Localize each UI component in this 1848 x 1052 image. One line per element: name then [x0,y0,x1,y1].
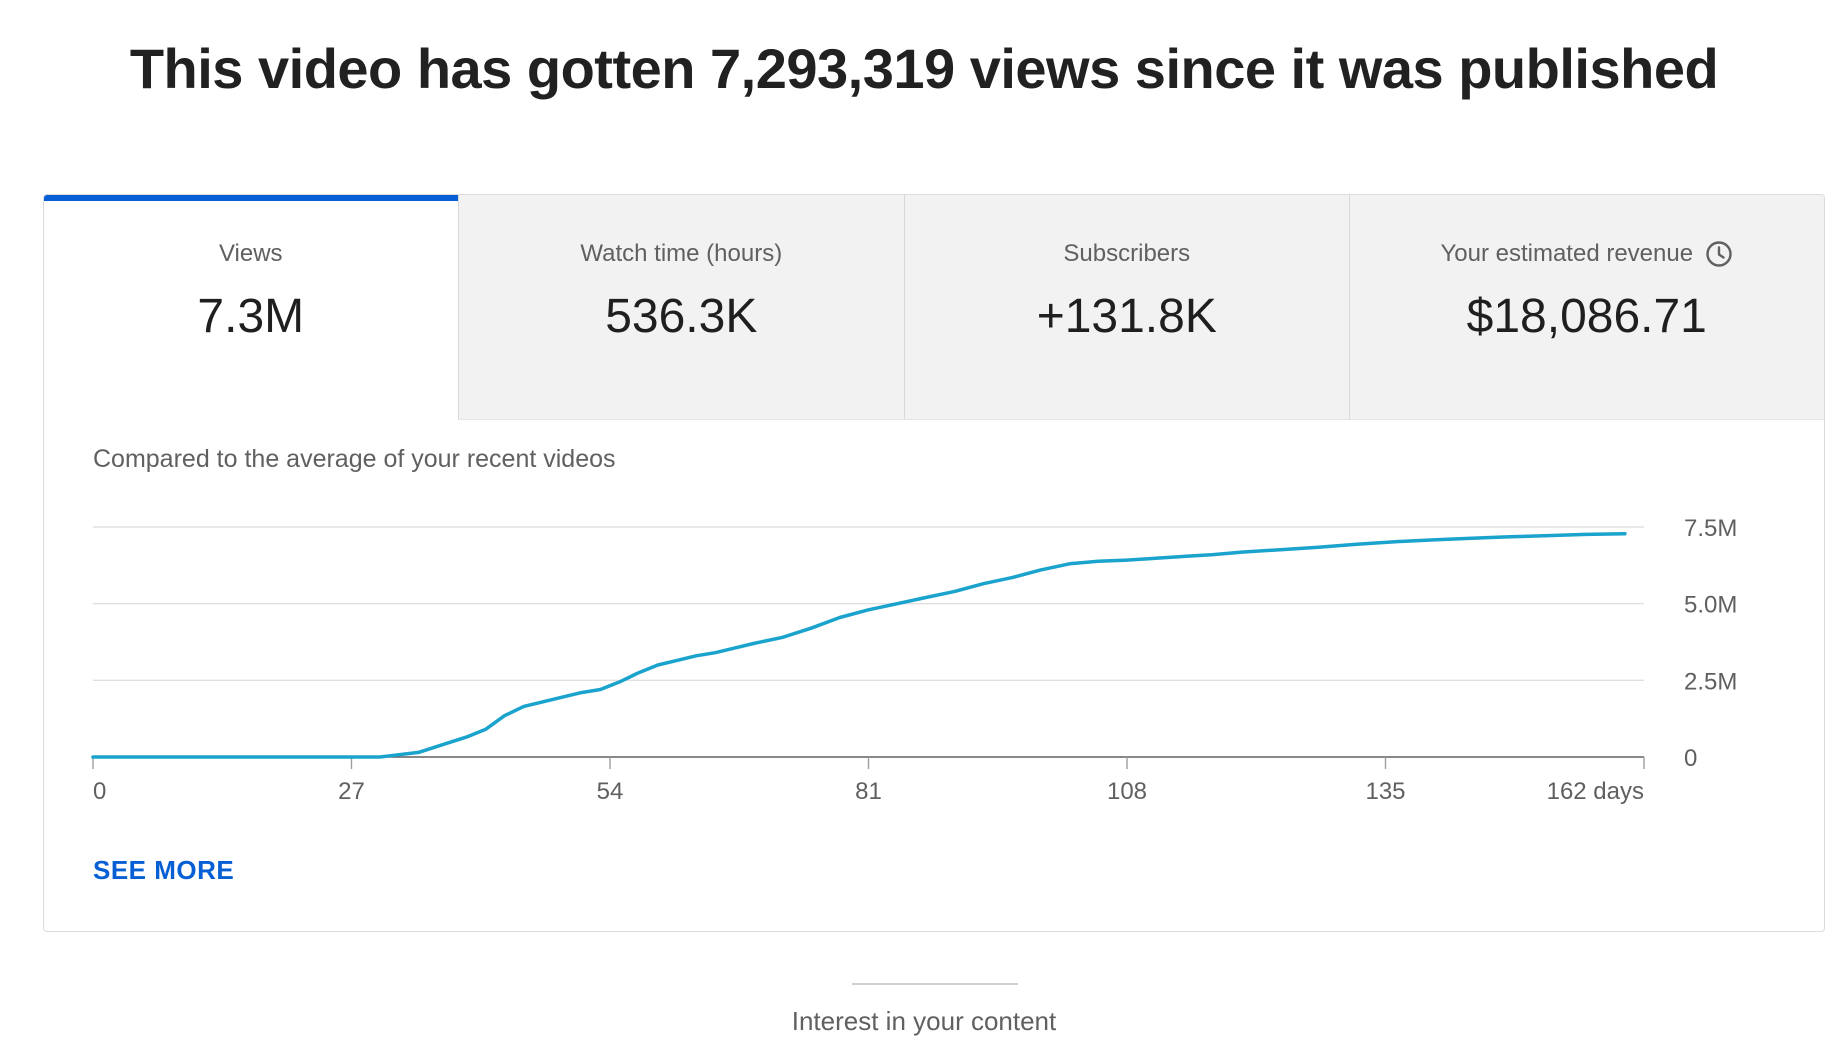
views-line-chart: 0 2.5M 5.0M 7.5M 0 27 54 81 108 135 162 days [91,515,1737,805]
x-tick-label: 135 [1365,778,1405,805]
tab-subscribers-value: +131.8K [1036,290,1217,343]
y-tick-label: 0 [1684,745,1697,772]
x-tick-label: 0 [93,778,106,805]
x-tick-label: 162 days [1547,778,1644,805]
comparison-caption: Compared to the average of your recent v… [93,445,616,473]
x-tick-label: 81 [855,778,882,805]
metric-tabs: Views 7.3M Watch time (hours) 536.3K Sub… [44,195,1824,420]
tab-subscribers-label: Subscribers [1063,240,1191,267]
tab-revenue-header: Your estimated revenue [1440,239,1733,269]
tab-views-label: Views [218,240,283,267]
clock-icon[interactable] [1705,240,1733,268]
tab-revenue[interactable]: Your estimated revenue $18,086.71 [1348,195,1824,420]
y-tick-label: 5.0M [1684,592,1737,619]
page-headline: This video has gotten 7,293,319 views si… [129,37,1719,100]
see-more-link[interactable]: SEE MORE [93,855,235,885]
tab-revenue-label: Your estimated revenue [1440,240,1694,267]
tab-watch-time[interactable]: Watch time (hours) 536.3K [457,195,905,420]
x-tick-label: 27 [338,778,365,805]
y-tick-label: 2.5M [1684,668,1737,695]
views-series-line [91,531,1627,759]
tab-revenue-value: $18,086.71 [1466,290,1707,343]
x-tick-label: 54 [597,778,624,805]
tab-watch-time-value: 536.3K [605,290,758,343]
tab-subscribers[interactable]: Subscribers +131.8K [904,195,1349,420]
analytics-card: Views 7.3M Watch time (hours) 536.3K Sub… [43,194,1825,932]
tab-views[interactable]: Views 7.3M [44,195,458,420]
y-tick-label: 7.5M [1684,515,1737,542]
tab-views-value: 7.3M [197,290,305,343]
tab-watch-time-label: Watch time (hours) [580,240,783,267]
next-section-title: Interest in your content [791,1006,1057,1036]
x-tick-label: 108 [1107,778,1147,805]
section-divider [852,983,1018,985]
